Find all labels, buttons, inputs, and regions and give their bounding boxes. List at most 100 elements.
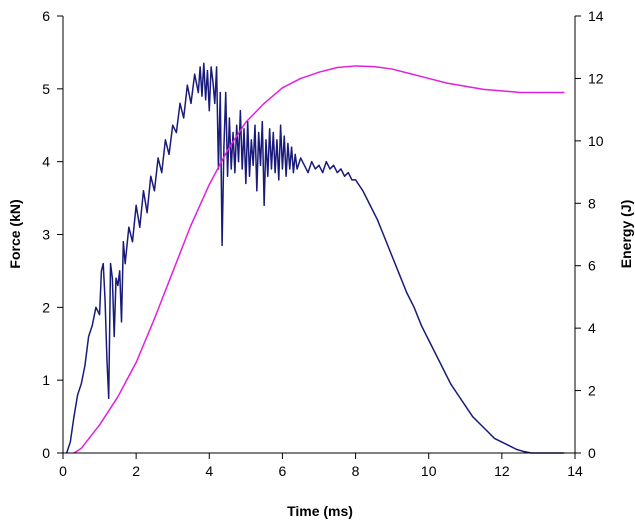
force-series-point [265,139,267,141]
force-series-point [157,157,159,159]
energy-series-point [391,68,393,70]
x-tick-label: 10 [421,463,437,479]
force-series-point [369,204,371,206]
force-series-point [197,91,199,94]
force-series-point [168,153,170,155]
energy-series-point [563,91,565,94]
force-series-point [212,80,214,83]
force-series-point [73,415,75,418]
left-y-tick-label: 1 [42,372,50,388]
force-series-point [289,168,291,170]
force-series-point [243,128,245,130]
force-series-point [303,164,305,166]
energy-series-point [519,91,521,94]
force-series-point [340,168,342,170]
force-series-point [208,110,210,112]
force-series-point [117,284,119,287]
force-series-point [270,168,273,170]
force-series-point [223,146,225,148]
force-series-point [109,263,112,265]
force-series-point [311,161,313,163]
force-series-point [164,139,166,141]
force-series-point [161,171,163,174]
force-series-point [228,117,230,119]
force-series-point [290,146,293,148]
force-series-point [318,164,320,166]
force-series-point [146,212,148,214]
force-series-point [128,226,130,228]
energy-series-point [80,447,82,449]
force-series-point [413,306,415,308]
force-series-point [100,270,102,272]
right-y-tick-label: 10 [588,133,604,149]
force-series-point [384,237,386,239]
force-series-point [283,135,285,137]
force-series-point [274,171,276,174]
force-series-point [501,441,503,443]
force-series-point [314,168,316,170]
left-y-tick-label: 3 [42,227,50,243]
force-series-point [276,139,278,141]
force-series-point [450,383,452,385]
force-series-point [119,270,121,272]
force-series-point [115,277,117,279]
left-y-tick-label: 4 [42,154,50,170]
force-series-point [95,306,97,308]
force-series-point [281,168,284,170]
force-series-point [267,175,269,177]
left-y-tick-label: 5 [42,81,50,97]
right-y-tick-label: 12 [588,70,604,86]
force-series-point [179,102,181,104]
force-series-point [219,91,221,94]
force-series-point [272,131,274,134]
force-series [65,62,565,454]
energy-series-point [226,149,229,151]
energy-series-point [117,396,119,398]
energy-series-point [318,71,320,73]
force-series-point [111,277,113,279]
force-series-point [124,263,126,265]
force-series-point [325,161,327,163]
force-series-point [344,175,346,177]
force-series-point [199,66,201,68]
force-series-point [278,179,280,181]
right-y-tick-label: 8 [588,195,596,211]
force-series-point [245,182,247,185]
force-series-point [190,102,192,104]
force-series-point [486,430,488,432]
force-series-point [225,91,227,94]
energy-series-point [153,318,156,320]
force-series-point [333,164,335,166]
energy-series-point [446,82,448,84]
energy-series-point [354,65,357,67]
force-series-point [515,448,518,450]
energy-series-point [208,183,210,186]
force-series-point [104,299,106,301]
energy-series-point [409,73,412,75]
x-tick-label: 4 [205,463,213,479]
force-series-point [263,204,265,206]
force-series-point [307,171,309,174]
energy-series-point [263,102,265,104]
force-series-point [351,179,353,181]
force-series-point [294,153,296,155]
force-series-line [65,62,565,454]
force-series-point [214,102,216,104]
force-series-point [153,190,156,192]
force-series-point [194,73,196,75]
force-series-point [98,314,101,316]
force-series-point [102,263,104,265]
force-series-point [493,437,496,440]
force-series-point [464,405,466,407]
energy-series-point [556,91,558,94]
force-series-point [252,164,254,166]
left-y-axis-title: Force (kN) [7,199,23,268]
energy-series-point [373,65,375,68]
force-series-point [523,450,525,453]
energy-series-point [135,361,137,364]
force-series-point [234,171,236,174]
energy-series-point [428,77,430,80]
left-y-tick-label: 0 [42,445,50,461]
force-series-point [172,124,174,126]
energy-series-point [281,87,284,89]
